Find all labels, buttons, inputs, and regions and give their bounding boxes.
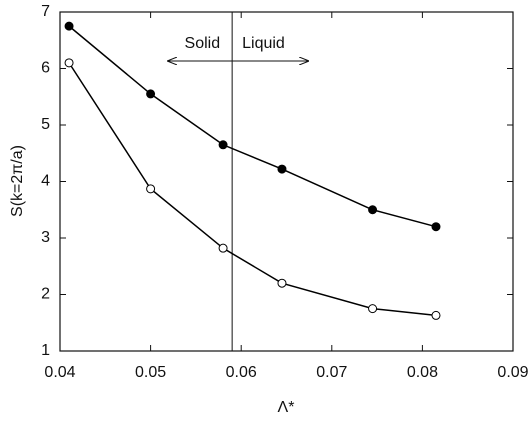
data-point	[431, 310, 441, 320]
data-point	[431, 222, 441, 232]
data-point	[218, 140, 228, 150]
data-point	[64, 58, 74, 68]
x-tick-label: 0.04	[44, 364, 75, 381]
x-tick-label: 0.06	[226, 364, 257, 381]
series-line	[68, 62, 437, 317]
y-tick-label: 5	[41, 116, 50, 133]
y-tick-label: 4	[41, 173, 50, 190]
y-tick-label: 2	[41, 286, 50, 303]
data-point	[277, 164, 287, 174]
data-point	[64, 21, 74, 31]
series-line	[68, 25, 437, 228]
x-axis-label: Λ*	[278, 399, 295, 416]
annotation: Solid	[185, 35, 221, 52]
annotation: Liquid	[242, 35, 285, 52]
data-point	[218, 243, 228, 253]
data-point	[277, 278, 287, 288]
y-tick-label: 1	[41, 342, 50, 359]
y-axis-label: S(k=2π/a)	[9, 145, 26, 217]
data-point	[368, 205, 378, 215]
y-tick-label: 6	[41, 60, 50, 77]
data-point	[368, 304, 378, 314]
x-tick-label: 0.05	[135, 364, 166, 381]
data-point	[146, 184, 156, 194]
x-tick-label: 0.07	[316, 364, 347, 381]
y-tick-label: 3	[41, 229, 50, 246]
x-tick-label: 0.09	[497, 364, 528, 381]
x-tick-label: 0.08	[407, 364, 438, 381]
y-tick-label: 7	[41, 3, 50, 20]
data-point	[146, 89, 156, 99]
plot-frame	[59, 11, 514, 352]
